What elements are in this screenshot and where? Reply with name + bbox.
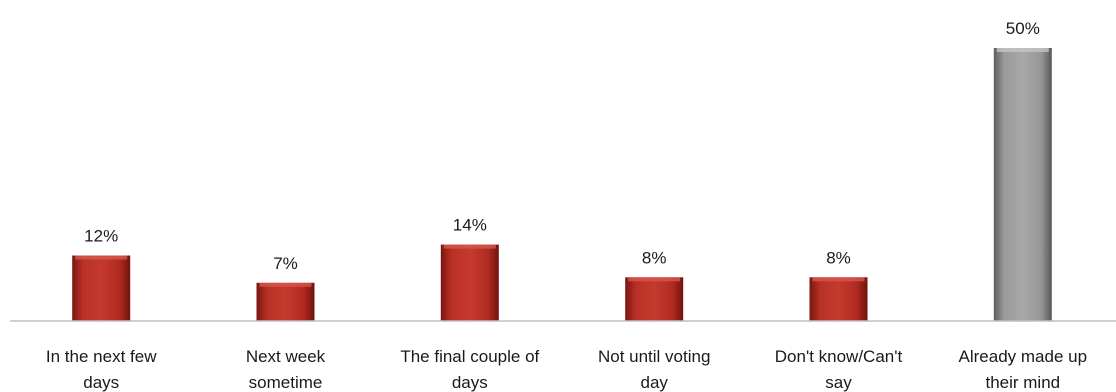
value-label-4: 8% bbox=[642, 248, 667, 267]
bar-3 bbox=[440, 244, 499, 321]
bar-body bbox=[72, 255, 131, 321]
bar-body bbox=[993, 48, 1052, 321]
bar-2 bbox=[256, 282, 315, 321]
bar-4 bbox=[625, 277, 684, 321]
bar-body bbox=[440, 244, 499, 321]
value-label-1: 12% bbox=[84, 227, 118, 246]
value-labels-layer: 12% 7% 14% 8% 8% 50% bbox=[84, 19, 1040, 273]
category-label-5: Don't know/Can't say bbox=[775, 347, 903, 392]
bar-bevel bbox=[996, 48, 1049, 52]
value-label-5: 8% bbox=[826, 248, 851, 267]
category-label-3: The final couple of days bbox=[400, 347, 539, 392]
value-label-6: 50% bbox=[1006, 19, 1040, 38]
category-label-line: their mind bbox=[985, 373, 1060, 392]
value-label-2: 7% bbox=[273, 254, 298, 273]
category-label-line: Already made up bbox=[959, 347, 1088, 366]
category-label-line: In the next few bbox=[46, 347, 157, 366]
bar-body bbox=[256, 282, 315, 321]
category-label-line: day bbox=[640, 373, 668, 392]
category-label-2: Next week sometime bbox=[246, 347, 326, 392]
category-labels-layer: In the next few days Next week sometime The … bbox=[46, 347, 1087, 392]
bar-bevel bbox=[812, 277, 865, 282]
category-label-6: Already made up their mind bbox=[959, 347, 1088, 392]
bar-bevel bbox=[628, 277, 681, 282]
category-label-line: Not until voting bbox=[598, 347, 710, 366]
category-label-line: The final couple of bbox=[400, 347, 539, 366]
bar-bevel bbox=[259, 282, 312, 287]
bar-1 bbox=[72, 255, 131, 321]
category-label-line: days bbox=[83, 373, 119, 392]
bar-bevel bbox=[443, 244, 496, 249]
bar-body bbox=[809, 277, 868, 321]
bars-layer bbox=[72, 48, 1052, 321]
category-label-line: sometime bbox=[249, 373, 323, 392]
category-label-line: Next week bbox=[246, 347, 326, 366]
bar-body bbox=[625, 277, 684, 321]
bar-bevel bbox=[75, 255, 128, 260]
category-label-1: In the next few days bbox=[46, 347, 157, 392]
bar-6 bbox=[993, 48, 1052, 321]
category-label-line: days bbox=[452, 373, 488, 392]
value-label-3: 14% bbox=[453, 216, 487, 235]
category-label-4: Not until voting day bbox=[598, 347, 710, 392]
bar-5 bbox=[809, 277, 868, 321]
category-label-line: Don't know/Can't bbox=[775, 347, 903, 366]
category-label-line: say bbox=[825, 373, 852, 392]
